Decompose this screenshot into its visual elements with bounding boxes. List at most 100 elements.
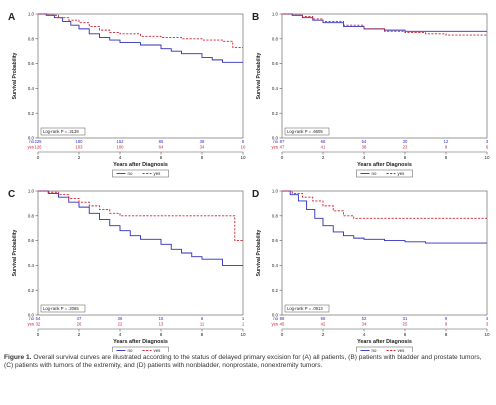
risk-row-label: no — [29, 139, 34, 144]
risk-count: 45 — [280, 322, 285, 327]
risk-count: 9 — [445, 145, 448, 150]
panel-a: A 0.0 0.2 0.4 0.6 0.8 1.0 Survival Probability L… — [8, 12, 246, 178]
risk-count: 152 — [117, 139, 125, 144]
y-tick-label: 0.4 — [28, 263, 35, 268]
legend-frame — [112, 169, 169, 178]
legend-frame — [112, 346, 169, 352]
risk-count: 3 — [486, 322, 489, 327]
risk-row-label: yes — [27, 145, 34, 150]
x-tick-label: 4 — [119, 332, 122, 337]
risk-row-label: no — [273, 316, 278, 321]
risk-count: 6 — [201, 316, 204, 321]
risk-count: 22 — [118, 322, 123, 327]
x-tick-label: 6 — [404, 332, 407, 337]
y-tick-label: 0.8 — [28, 213, 35, 218]
risk-count: 66 — [321, 139, 326, 144]
risk-count: 26 — [77, 322, 82, 327]
survival-figure: A 0.0 0.2 0.4 0.6 0.8 1.0 Survival Probability L… — [8, 12, 490, 352]
logrank-frame — [40, 304, 86, 313]
figure-caption-label: Figure 1. — [4, 354, 32, 361]
y-tick-label: 0.0 — [28, 136, 35, 141]
legend-label-yes: yes — [154, 348, 162, 352]
y-tick-label: 0.0 — [272, 313, 279, 318]
x-tick-label: 10 — [484, 332, 490, 337]
plot-frame — [37, 13, 244, 139]
y-tick-label: 0.8 — [28, 36, 35, 41]
risk-count: 10 — [241, 145, 246, 150]
legend: no yes — [112, 169, 169, 178]
risk-count: 25 — [403, 322, 408, 327]
y-tick-label: 0.0 — [28, 313, 35, 318]
curve-no — [38, 190, 243, 266]
risk-count: 38 — [200, 139, 205, 144]
x-tick-label: 8 — [201, 155, 204, 160]
risk-count: 54 — [362, 139, 367, 144]
y-axis-label: Survival Probability — [256, 52, 262, 99]
curve-yes — [282, 190, 487, 219]
y-axis-label: Survival Probability — [12, 52, 18, 99]
risk-count: 100 — [117, 145, 125, 150]
logrank-text: Log-rank P = .6605 — [287, 129, 323, 134]
panel-c: C 0.0 0.2 0.4 0.6 0.8 1.0 Survival Probability L… — [8, 189, 246, 352]
y-tick-label: 0.6 — [28, 238, 35, 243]
x-tick-label: 0 — [281, 155, 284, 160]
y-tick-label: 0.4 — [272, 263, 279, 268]
risk-count: 225 — [35, 139, 43, 144]
risk-row-label: no — [273, 139, 278, 144]
risk-count: 47 — [280, 145, 285, 150]
legend-label-no: no — [128, 171, 133, 176]
y-tick-label: 0.4 — [272, 86, 279, 91]
figure-caption-text: Overall survival curves are illustrated … — [4, 354, 482, 370]
y-tick-label: 0.2 — [272, 111, 279, 116]
risk-count: 64 — [159, 145, 164, 150]
x-tick-label: 8 — [201, 332, 204, 337]
y-tick-label: 0.8 — [272, 213, 279, 218]
y-tick-label: 1.0 — [28, 12, 35, 17]
x-tick-label: 2 — [78, 332, 81, 337]
x-tick-label: 2 — [322, 155, 325, 160]
x-tick-label: 0 — [37, 332, 40, 337]
risk-count: 103 — [76, 145, 84, 150]
risk-count: 54 — [36, 316, 41, 321]
risk-count: 23 — [403, 145, 408, 150]
risk-row-label: yes — [271, 145, 278, 150]
legend-label-no: no — [372, 348, 377, 352]
x-axis-label: Years after Diagnosis — [357, 162, 412, 168]
x-axis-label: Years after Diagnosis — [357, 339, 412, 345]
y-tick-label: 0.6 — [28, 61, 35, 66]
x-tick-label: 4 — [119, 155, 122, 160]
x-tick-label: 2 — [322, 332, 325, 337]
logrank-text: Log-rank P = .0913 — [287, 306, 323, 311]
risk-row-label: yes — [27, 322, 34, 327]
risk-count: 3 — [486, 139, 489, 144]
risk-count: 4 — [486, 316, 489, 321]
legend: no yes — [356, 346, 413, 352]
curve-yes — [38, 13, 243, 48]
figure-caption: Figure 1. Overall survival curves are il… — [4, 354, 492, 371]
risk-count: 87 — [280, 139, 285, 144]
risk-count: 126 — [35, 145, 43, 150]
x-tick-label: 6 — [160, 332, 163, 337]
risk-count: 32 — [36, 322, 41, 327]
risk-count: 8 — [242, 139, 245, 144]
x-tick-label: 4 — [363, 155, 366, 160]
legend-frame — [356, 169, 413, 178]
risk-count: 66 — [321, 316, 326, 321]
risk-count: 34 — [362, 322, 367, 327]
risk-count: 30 — [403, 139, 408, 144]
risk-count: 1 — [242, 316, 245, 321]
risk-count: 13 — [159, 322, 164, 327]
y-tick-label: 0.8 — [272, 36, 279, 41]
y-tick-label: 0.2 — [272, 288, 279, 293]
risk-count: 9 — [445, 316, 448, 321]
risk-count: 52 — [362, 316, 367, 321]
risk-count: 12 — [444, 139, 449, 144]
y-tick-label: 0.0 — [272, 136, 279, 141]
logrank-frame — [284, 304, 330, 313]
y-tick-label: 1.0 — [272, 189, 279, 194]
x-tick-label: 2 — [78, 155, 81, 160]
risk-count: 41 — [321, 145, 326, 150]
risk-count: 11 — [200, 322, 205, 327]
x-tick-label: 8 — [445, 332, 448, 337]
x-tick-label: 10 — [484, 155, 490, 160]
